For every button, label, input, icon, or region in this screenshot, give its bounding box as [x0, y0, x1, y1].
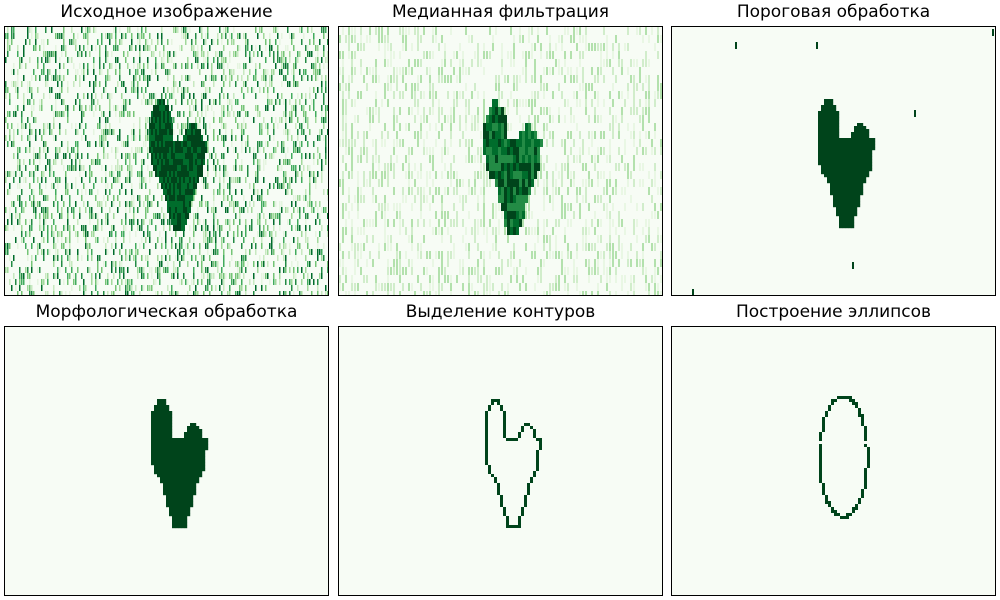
panel-title: Морфологическая обработка [35, 302, 298, 322]
ellipses-image [671, 326, 996, 596]
panel-contours: Выделение контуров [338, 300, 663, 597]
morphology-image [4, 326, 329, 596]
threshold-image [671, 26, 996, 296]
panel-title: Медианная фильтрация [391, 2, 610, 22]
panel-morphology: Морфологическая обработка [4, 300, 329, 597]
panel-title: Пороговая обработка [736, 2, 931, 22]
panel-title: Построение эллипсов [735, 302, 932, 322]
panel-median-filter: Медианная фильтрация [338, 0, 663, 297]
median-filtered-image [338, 26, 663, 296]
contours-image [338, 326, 663, 596]
panel-threshold: Пороговая обработка [671, 0, 996, 297]
panel-title: Выделение контуров [405, 302, 596, 322]
panel-original: Исходное изображение [4, 0, 329, 297]
original-image [4, 26, 329, 296]
panel-title: Исходное изображение [60, 2, 273, 22]
panel-ellipses: Построение эллипсов [671, 300, 996, 597]
